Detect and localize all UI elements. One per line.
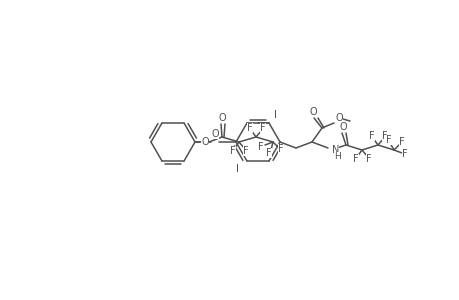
Text: F: F — [401, 149, 407, 159]
Text: F: F — [243, 146, 248, 156]
Text: F: F — [386, 135, 391, 145]
Text: H: H — [333, 152, 340, 160]
Text: F: F — [260, 123, 265, 133]
Text: F: F — [353, 154, 358, 164]
Text: F: F — [246, 123, 252, 133]
Text: F: F — [230, 146, 235, 156]
Text: F: F — [278, 144, 283, 154]
Text: O: O — [338, 122, 346, 132]
Text: I: I — [235, 164, 239, 174]
Text: N: N — [331, 145, 339, 155]
Text: F: F — [381, 131, 387, 141]
Text: O: O — [218, 113, 225, 123]
Text: O: O — [335, 113, 342, 123]
Text: O: O — [211, 129, 219, 139]
Text: O: O — [308, 107, 316, 117]
Text: F: F — [369, 131, 374, 141]
Text: I: I — [274, 110, 276, 120]
Text: O: O — [201, 137, 208, 147]
Text: F: F — [365, 154, 371, 164]
Text: F: F — [398, 137, 404, 147]
Text: F: F — [257, 142, 263, 152]
Text: F: F — [266, 148, 271, 158]
